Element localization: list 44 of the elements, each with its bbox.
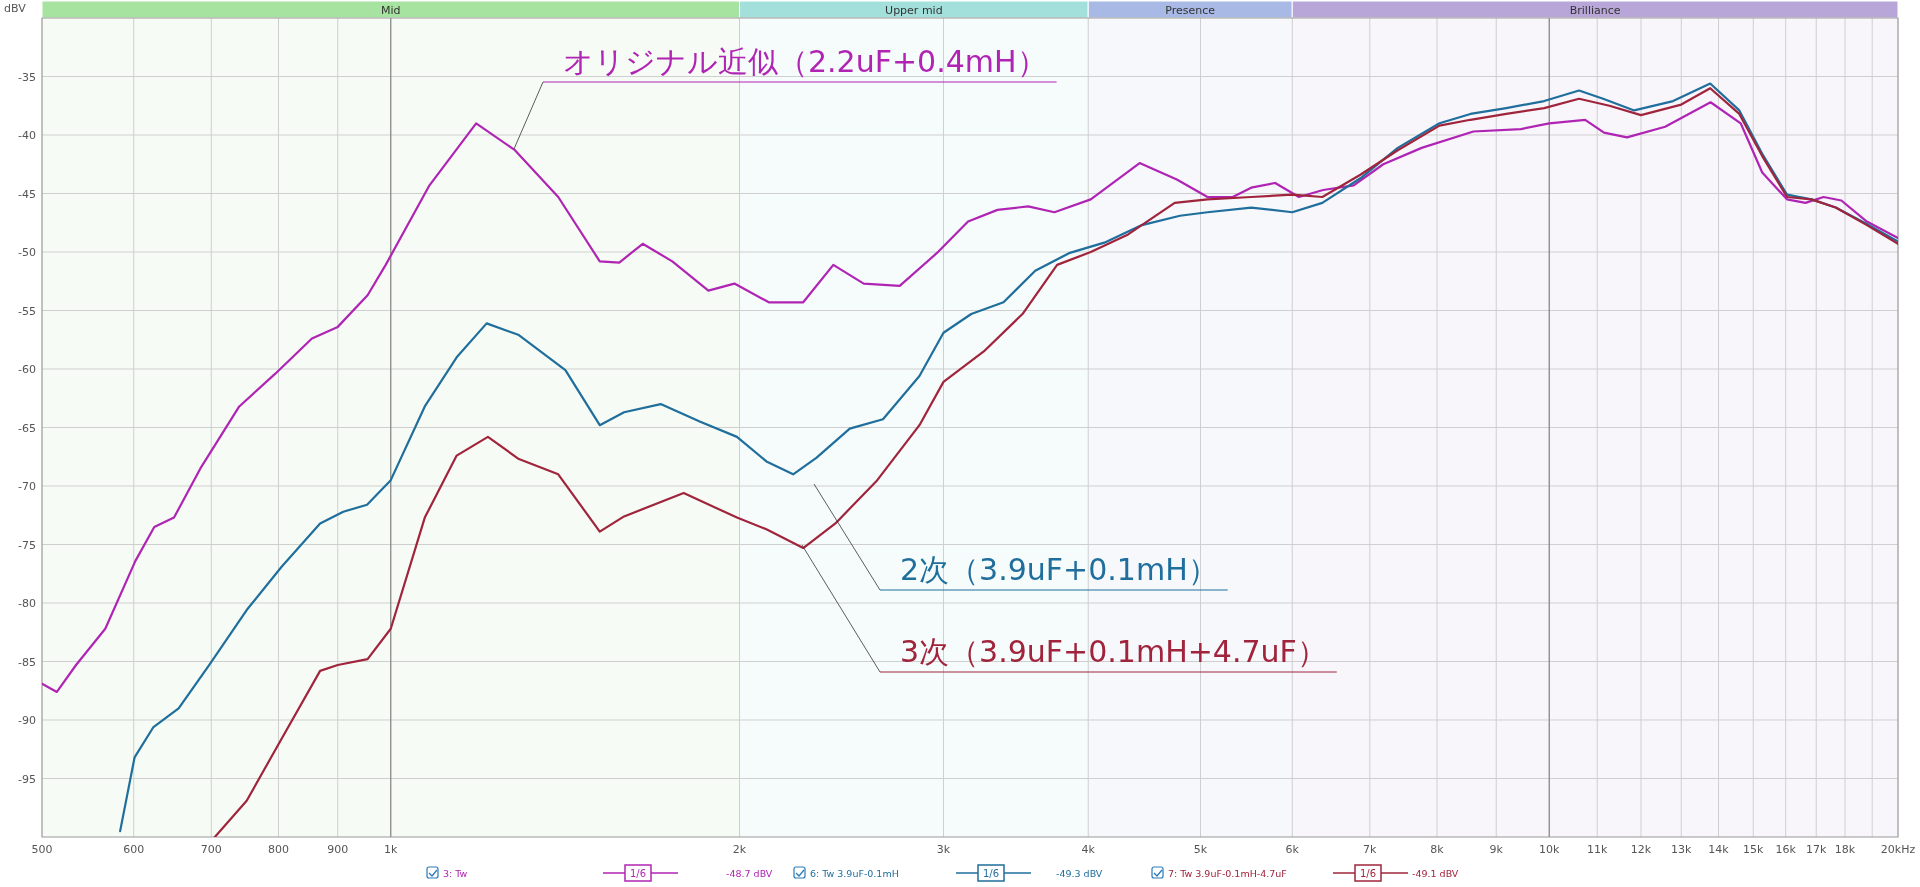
y-tick-label: -85 [18,655,36,669]
y-axis-title: dBV [4,2,27,15]
y-tick-label: -65 [18,421,36,435]
y-tick-label: -60 [18,363,36,376]
x-axis-title: Hz [1901,843,1916,856]
band-label: Mid [380,4,401,17]
x-tick-label: 17k [1806,843,1828,856]
x-tick-label: 8k [1430,843,1445,856]
x-tick-label: 900 [327,843,349,856]
x-tick-label: 14k [1708,843,1730,856]
x-tick-label: 6k [1285,843,1300,856]
x-tick-label: 3k [936,843,951,856]
x-tick-label: 800 [267,843,289,856]
x-tick-label: 16k [1775,843,1797,856]
x-tick-label: 20k [1880,843,1902,856]
x-tick-label: 1k [384,843,399,856]
y-tick-label: -75 [18,538,36,552]
x-tick-label: 600 [123,843,145,856]
band-label: Presence [1165,4,1216,17]
x-tick-label: 2k [732,843,747,856]
x-tick-label: 12k [1630,843,1652,856]
x-tick-label: 7k [1363,843,1378,856]
x-tick-label: 10k [1539,843,1561,856]
y-tick-label: -80 [18,597,36,610]
y-tick-label: -40 [18,129,36,142]
x-tick-label: 9k [1489,843,1504,856]
x-tick-label: 4k [1081,843,1096,856]
y-tick-label: -70 [18,480,36,493]
band-label: Upper mid [885,4,943,17]
y-tick-label: -35 [18,70,36,84]
x-tick-label: 18k [1834,843,1856,856]
y-tick-label: -55 [18,304,36,318]
y-tick-label: -95 [18,772,36,786]
y-tick-label: -90 [18,714,36,727]
y-tick-label: -45 [18,187,36,201]
y-tick-label: -50 [18,246,36,259]
x-tick-label: 500 [31,843,53,856]
band-label: Brilliance [1569,4,1621,17]
x-tick-label: 5k [1193,843,1208,856]
x-tick-label: 15k [1743,843,1765,856]
x-tick-label: 11k [1587,843,1609,856]
footer: 3: Tw 1/6 -48.7 dBV 6: Tw 3.9uF-0.1mH 1/6 -49.3 dBV 7: Tw 3.9uF-0.1mH-4.7uF 1/6 -49.1 dBV [426,864,1459,882]
x-tick-label: 700 [200,843,222,856]
x-tick-label: 13k [1671,843,1693,856]
